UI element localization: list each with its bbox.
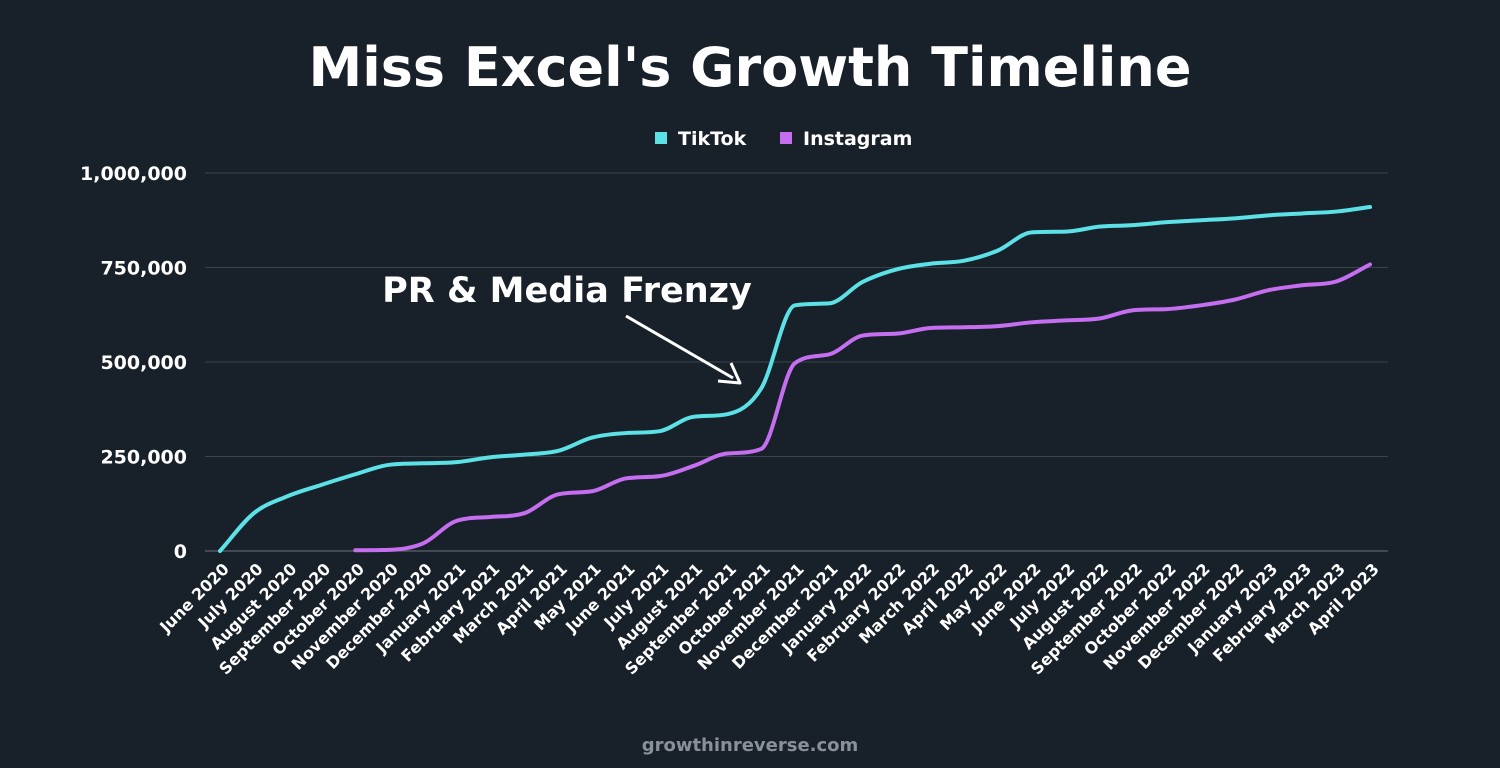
legend-label-instagram: Instagram [803,128,912,150]
legend-label-tiktok: TikTok [678,128,747,150]
series-lines [218,205,1372,553]
legend: TikTok Instagram [655,128,912,150]
legend-swatch-instagram [780,132,792,144]
source-credit: growthinreverse.com [642,735,859,756]
y-tick-label: 0 [174,541,187,563]
annotation-text: PR & Media Frenzy [382,271,752,311]
legend-swatch-tiktok [655,132,667,144]
series-line-tiktok [218,205,1372,553]
y-axis-ticks: 0 250,000 500,000 750,000 1,000,000 [80,163,187,563]
chart-title: Miss Excel's Growth Timeline [309,36,1192,99]
annotation-arrowhead [717,362,742,385]
annotation: PR & Media Frenzy [382,271,752,385]
y-tick-label: 250,000 [100,447,187,469]
annotation-arrow-shaft [625,314,734,380]
series-line-instagram [353,262,1372,553]
y-tick-label: 750,000 [100,258,187,280]
y-tick-label: 500,000 [100,352,187,374]
y-tick-label: 1,000,000 [80,163,187,185]
